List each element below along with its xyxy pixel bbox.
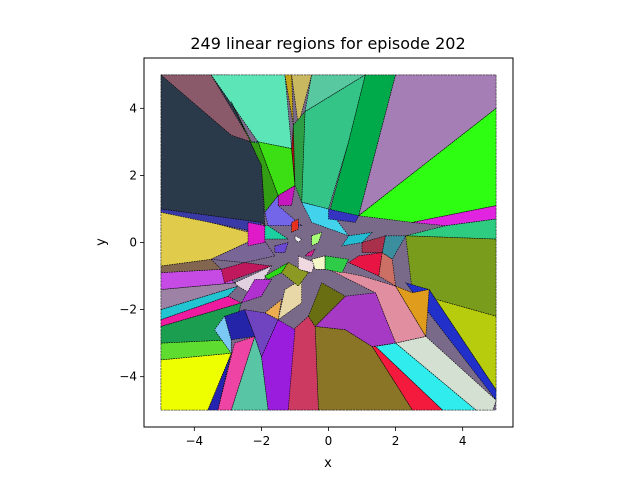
linear-region-71: [274, 242, 289, 253]
linear-region-33: [160, 208, 262, 233]
linear-region-66: [311, 255, 326, 270]
linear-region-72: [304, 248, 316, 257]
y-tick-label: 4: [129, 101, 137, 115]
linear-region-54: [394, 285, 430, 338]
linear-region-43: [264, 194, 303, 226]
y-axis-label: y: [94, 238, 109, 246]
y-tick-label: −2: [119, 303, 137, 317]
linear-region-59: [244, 309, 279, 358]
linear-region-47: [328, 208, 360, 223]
linear-region-69: [291, 218, 299, 233]
y-tick-label: 0: [129, 236, 137, 250]
linear-region-51: [347, 252, 383, 277]
linear-region-21: [230, 335, 269, 411]
linear-region-42: [277, 184, 296, 206]
linear-region-62: [240, 279, 273, 304]
linear-region-70: [311, 231, 323, 247]
linear-region-45: [247, 222, 266, 247]
linear-region-61: [214, 315, 232, 355]
x-tick-label: 0: [325, 434, 333, 448]
x-axis-label: x: [324, 456, 332, 471]
x-tick-label: 2: [392, 434, 400, 448]
linear-region-14: [404, 282, 497, 401]
ticks-layer: −4 −2 0 2 4 −4 −2 0 2 4: [119, 101, 466, 448]
plot-frame: [143, 57, 514, 428]
linear-region-0: [160, 74, 266, 227]
linear-region-60: [224, 309, 256, 341]
linear-region-58: [264, 298, 282, 321]
linear-region-56: [308, 282, 346, 327]
x-tick-label: −2: [253, 434, 271, 448]
linear-region-65: [297, 255, 316, 274]
y-tick-label: 2: [129, 168, 137, 182]
linear-region-22: [217, 335, 256, 411]
x-tick-label: 4: [459, 434, 467, 448]
linear-region-67: [324, 255, 350, 274]
linear-region-13: [412, 289, 497, 391]
linear-region-20: [261, 319, 296, 411]
linear-region-50: [381, 235, 407, 260]
linear-region-49: [361, 235, 386, 253]
y-tick-label: −4: [119, 370, 137, 384]
linear-region-31: [160, 258, 222, 274]
linear-region-63: [264, 262, 289, 280]
chart-title: 249 linear regions for episode 202: [190, 34, 465, 53]
linear-region-52: [378, 252, 396, 287]
linear-region-10: [412, 205, 497, 227]
linear-region-8: [358, 74, 497, 217]
linear-region-40: [291, 125, 296, 186]
x-tick-label: −4: [185, 434, 203, 448]
regions-layer: [160, 74, 497, 411]
linear-region-68: [294, 235, 303, 243]
linear-region-15: [394, 336, 497, 411]
